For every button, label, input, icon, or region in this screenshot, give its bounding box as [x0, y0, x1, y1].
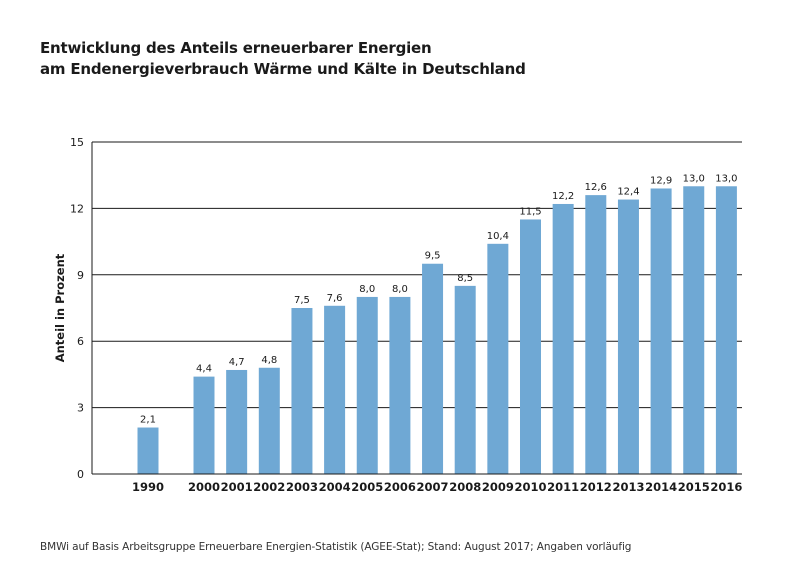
y-tick-label: 0 [77, 468, 84, 481]
data-label: 4,4 [196, 364, 212, 375]
x-tick-label: 2007 [417, 480, 449, 494]
x-tick-label: 2006 [384, 480, 416, 494]
data-label: 11,5 [519, 206, 541, 217]
data-label: 7,5 [294, 295, 310, 306]
bar [258, 367, 280, 474]
data-label: 8,5 [457, 273, 473, 284]
chart-title-line-2: am Endenergieverbrauch Wärme und Kälte i… [40, 60, 526, 78]
data-label: 8,0 [392, 284, 408, 295]
bar [137, 427, 159, 474]
y-tick-label: 6 [77, 335, 84, 348]
data-label: 4,8 [261, 355, 277, 366]
bar [487, 243, 509, 474]
bar [291, 308, 313, 474]
y-axis-title: Anteil in Prozent [53, 253, 67, 362]
y-tick-label: 3 [77, 402, 84, 415]
bar [193, 376, 215, 474]
data-label: 2,1 [140, 415, 156, 426]
bar [585, 195, 607, 474]
source-note: BMWi auf Basis Arbeitsgruppe Erneuerbare… [40, 541, 632, 553]
y-tick-label: 12 [70, 202, 84, 215]
x-tick-label: 2005 [351, 480, 383, 494]
x-tick-label: 2004 [319, 480, 351, 494]
data-label: 12,2 [552, 191, 574, 202]
data-label: 8,0 [359, 284, 375, 295]
bar [422, 263, 444, 474]
data-label: 9,5 [425, 251, 441, 262]
data-label: 10,4 [487, 231, 509, 242]
bar [617, 199, 639, 474]
bar [226, 369, 248, 474]
data-label: 13,0 [683, 173, 705, 184]
data-label: 4,7 [229, 357, 245, 368]
bar [650, 188, 672, 475]
x-tick-label: 2002 [253, 480, 285, 494]
x-tick-label: 2012 [580, 480, 612, 494]
x-tick-label: 2015 [678, 480, 710, 494]
x-tick-label: 2003 [286, 480, 318, 494]
data-label: 12,6 [585, 182, 607, 193]
bar [324, 305, 346, 474]
data-label: 12,9 [650, 175, 672, 186]
x-tick-label: 2000 [188, 480, 220, 494]
x-tick-label: 2014 [645, 480, 677, 494]
bar [389, 296, 411, 474]
chart-title-line-1: Entwicklung des Anteils erneuerbarer Ene… [40, 39, 432, 57]
bar [683, 186, 705, 474]
chart-title: Entwicklung des Anteils erneuerbarer Ene… [40, 38, 760, 80]
x-tick-label: 2008 [449, 480, 481, 494]
x-tick-label: 1990 [132, 480, 164, 494]
bar [454, 285, 476, 474]
data-label: 12,4 [617, 187, 639, 198]
x-tick-label: 2016 [710, 480, 742, 494]
data-label: 7,6 [327, 293, 343, 304]
y-tick-label: 15 [70, 136, 84, 149]
x-tick-label: 2001 [221, 480, 253, 494]
data-label: 13,0 [715, 173, 737, 184]
bar [552, 203, 574, 474]
bar [356, 296, 378, 474]
x-tick-label: 2009 [482, 480, 514, 494]
bar [715, 186, 737, 474]
x-tick-label: 2013 [612, 480, 644, 494]
bar [520, 219, 541, 474]
x-tick-label: 2010 [514, 480, 546, 494]
y-tick-label: 9 [77, 269, 84, 282]
x-tick-label: 2011 [547, 480, 579, 494]
